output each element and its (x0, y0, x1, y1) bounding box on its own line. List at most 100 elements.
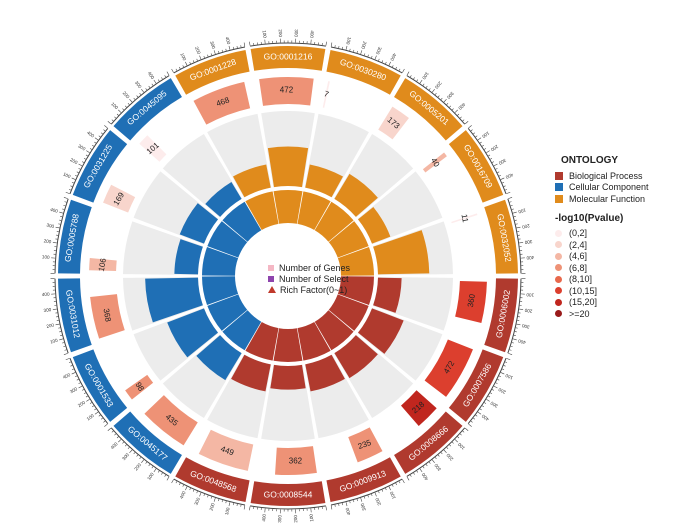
tick-mark (78, 163, 83, 167)
genes-bar-GO:0005788 (89, 257, 117, 272)
tick-mark (145, 461, 148, 464)
inner-ring-GO:0031225 (207, 221, 248, 258)
inner-ring-GO:0001533 (207, 294, 248, 331)
tick-label: 100 (526, 292, 534, 298)
pvalue-dot (555, 298, 562, 306)
tick-mark (111, 430, 114, 433)
tick-mark (345, 45, 348, 50)
segment-GO:0001533 (72, 349, 128, 422)
tick-mark (516, 226, 521, 229)
ontology-swatch (555, 194, 563, 203)
tick-label: 100 (262, 30, 268, 39)
tick-mark (68, 361, 71, 363)
segment-GO:0031225 (72, 130, 128, 203)
tick-label: 100 (389, 490, 397, 499)
tick-mark (104, 423, 108, 427)
inner-ring-GO:0030280 (297, 191, 331, 230)
tick-mark (157, 470, 160, 473)
tick-label: 200 (374, 497, 382, 506)
tick-mark (431, 88, 435, 93)
tick-mark (171, 68, 174, 73)
tick-mark (512, 338, 517, 341)
tick-mark (490, 157, 493, 160)
genes-bar-GO:0048568 (198, 429, 254, 471)
tick-mark (161, 472, 163, 475)
tick-mark (228, 502, 231, 507)
tick-mark (374, 492, 377, 497)
tick-label: 400 (50, 207, 59, 214)
tick-mark (104, 125, 108, 129)
tick-mark (498, 174, 501, 177)
tick-label: 200 (69, 157, 79, 165)
genes-bar-GO:0016709 (422, 152, 447, 173)
tick-mark (425, 464, 428, 467)
tick-mark (124, 444, 127, 447)
segment-GO:0006002 (484, 278, 518, 353)
tick-mark (349, 501, 351, 504)
tick-mark (388, 486, 391, 491)
tick-mark (161, 77, 163, 80)
tick-mark (428, 461, 431, 464)
genes-bar-GO:0007586 (424, 339, 473, 397)
tick-mark (410, 474, 412, 477)
tick-mark (434, 457, 437, 460)
tick-mark (98, 414, 101, 417)
tick-mark (446, 103, 449, 105)
genes-bar-GO:0032052 (451, 213, 478, 224)
tick-mark (218, 50, 220, 54)
tick-mark (443, 98, 447, 103)
rich-bar-GO:0001533 (167, 308, 219, 358)
tick-mark (71, 177, 76, 180)
tick-mark (378, 58, 380, 61)
tick-mark (83, 157, 86, 160)
tick-label: 100 (345, 36, 352, 45)
tick-mark (367, 54, 369, 57)
ontology-legend: ONTOLOGY Biological Process Cellular Comp… (555, 155, 695, 205)
tick-mark (127, 447, 130, 449)
tick-mark (502, 368, 505, 371)
tick-label: 200 (46, 322, 55, 329)
tick-label: 200 (122, 90, 131, 99)
tick-label: 200 (43, 238, 52, 244)
inner-ring-GO:0001228 (245, 191, 279, 230)
tick-mark (498, 375, 501, 378)
tick-mark (85, 154, 88, 157)
tick-mark (71, 368, 74, 371)
tick-label: 400 (505, 172, 514, 180)
tick-mark (89, 148, 92, 150)
pvalue-dot (555, 229, 562, 237)
ontology-legend-item: Cellular Component (555, 182, 695, 194)
inner-ring-GO:0009913 (297, 322, 331, 361)
tick-mark (473, 417, 476, 420)
tick-mark (243, 42, 246, 47)
tick-mark (356, 498, 358, 502)
tick-mark (68, 189, 71, 191)
tick-label: 300 (77, 143, 87, 152)
pvalue-legend-item: (0,2] (555, 228, 695, 240)
tick-mark (89, 402, 92, 404)
tick-label: 100 (309, 513, 315, 522)
genes-bar-GO:0005201 (378, 106, 409, 140)
rich-bar-GO:0005201 (334, 173, 378, 217)
tick-label: 400 (517, 338, 526, 345)
tick-label: 100 (62, 172, 71, 180)
tick-label: 100 (146, 471, 155, 481)
pvalue-legend-item: (6,8] (555, 262, 695, 274)
segment-GO:0045177 (113, 411, 182, 474)
tick-mark (459, 433, 462, 436)
tick-mark (148, 464, 151, 467)
tick-mark (443, 449, 447, 454)
tick-mark (371, 55, 373, 59)
tick-baseline (250, 505, 326, 510)
tick-mark (419, 79, 423, 84)
tick-mark (402, 68, 405, 73)
tick-label: 300 (134, 80, 143, 89)
tick-mark (196, 491, 198, 494)
tick-mark (52, 308, 57, 310)
tick-mark (225, 501, 227, 504)
pvalue-legend-label: (15,20] (569, 297, 598, 308)
tick-mark (124, 105, 127, 108)
tick-mark (192, 60, 195, 63)
tick-mark (509, 349, 512, 351)
